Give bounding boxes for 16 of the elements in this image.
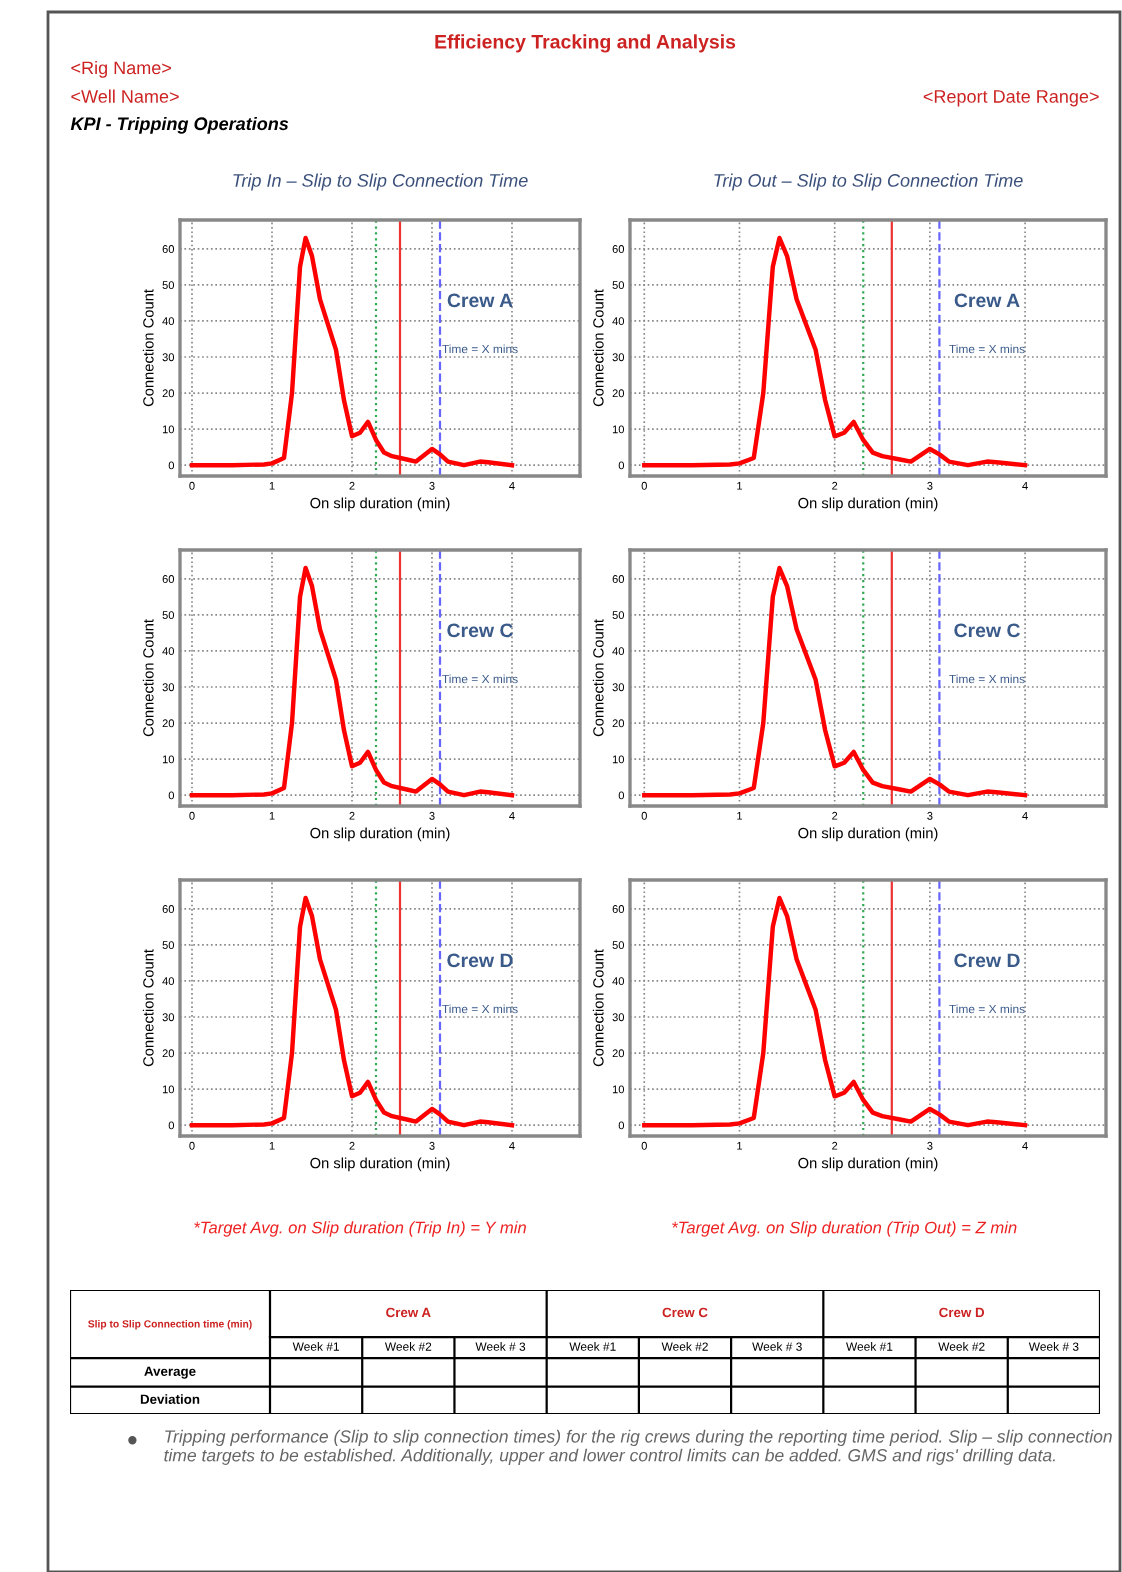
text: <Report Date Range> [923, 90, 1099, 107]
text: KPI - Tripping Operations [70, 116, 289, 134]
text: Tripping performance (Slip to slip connection times) for the rig crews during the reporting time period. Slip – slip connection time targets to be established. Additionally, upper and lower control limits can be added. GMS and rigs' drilling data. [164, 1429, 1112, 1465]
text: <Rig Name> [71, 60, 171, 78]
text: *Target Avg. on Slip duration (Trip In) = Y min [194, 1221, 526, 1237]
annotation: Crew C [954, 623, 1020, 638]
annotation: Crew C [447, 623, 513, 638]
annotation: Crew A [954, 293, 1020, 308]
text: <Well Name> [71, 89, 179, 103]
annotation: Crew D [447, 953, 513, 968]
text: *Target Avg. on Slip duration (Trip Out) = Z min [672, 1221, 1017, 1237]
annotation: Crew A [447, 293, 513, 308]
chart-title: Trip In – Slip to Slip Connection Time [233, 173, 528, 191]
chart-title: Trip Out – Slip to Slip Connection Time [714, 173, 1023, 191]
text: Efficiency Tracking and Analysis [435, 34, 736, 53]
annotation: Crew D [954, 953, 1020, 968]
